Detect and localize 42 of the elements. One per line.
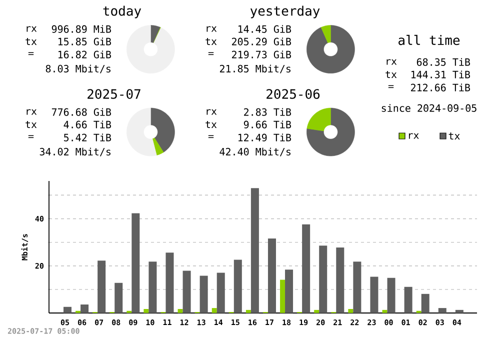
text: 996.89 MiB	[52, 25, 111, 33]
text: rx	[206, 109, 217, 115]
text: 68.35 TiB	[416, 58, 470, 66]
text: 219.73 GiB	[232, 50, 291, 58]
text: tx	[386, 70, 397, 78]
text: 2.83 TiB	[244, 108, 291, 116]
text: tx	[26, 38, 37, 46]
text: 34.02 Mbit/s	[40, 148, 110, 156]
text: 212.66 TiB	[411, 84, 470, 92]
text: =	[208, 135, 214, 138]
text: 15.85 GiB	[58, 38, 111, 46]
text: =	[388, 85, 394, 88]
text: =	[208, 52, 214, 56]
chart-title: today	[103, 6, 142, 18]
text: rx	[26, 26, 37, 32]
text: tx	[206, 38, 217, 46]
text: tx	[206, 120, 217, 128]
text: since 2024-09-05	[382, 104, 476, 112]
text: 21.85 Mbit/s	[220, 64, 290, 74]
chart-title: 2025-06	[266, 89, 320, 99]
text: tx	[26, 120, 37, 128]
text: 4.66 TiB	[64, 120, 111, 128]
text: 776.68 GiB	[52, 108, 111, 116]
text: 5.42 TiB	[64, 134, 111, 142]
text: rx	[386, 59, 397, 65]
text: 8.03 Mbit/s	[46, 64, 110, 74]
text: all time	[398, 34, 460, 46]
text: =	[28, 135, 34, 138]
text: 144.31 TiB	[411, 70, 470, 78]
text: 14.45 GiB	[238, 25, 291, 33]
chart-title: 2025-07	[88, 89, 140, 99]
text: 12.49 TiB	[238, 134, 291, 142]
legend-label: tx	[448, 132, 460, 140]
text: 9.66 TiB	[244, 120, 291, 128]
text: 205.29 GiB	[232, 38, 291, 46]
text: rx	[206, 26, 217, 32]
text: rx	[26, 109, 37, 115]
chart-title: yesterday	[250, 6, 320, 18]
legend-label: rx	[408, 133, 419, 139]
text: 42.40 Mbit/s	[220, 148, 290, 156]
text: 16.82 GiB	[58, 50, 111, 58]
text: =	[28, 52, 34, 56]
